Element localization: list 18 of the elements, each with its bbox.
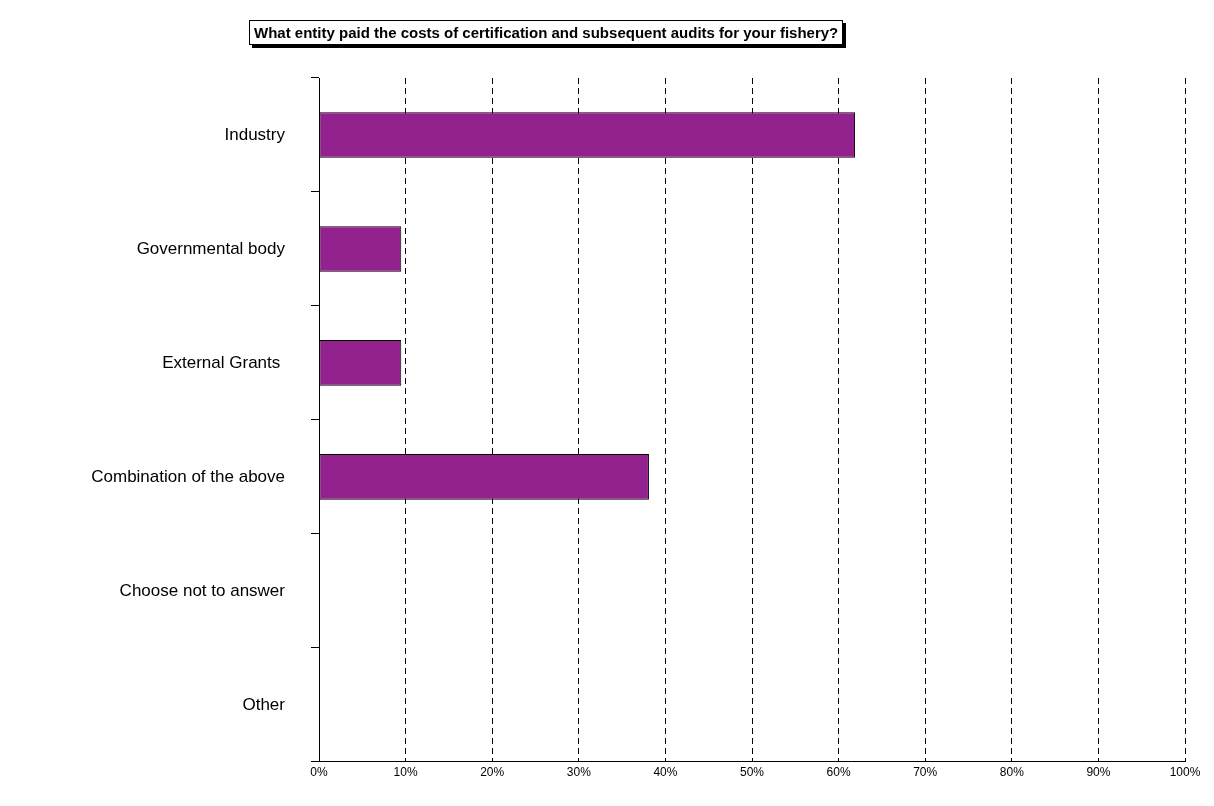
y-tick-label: Industry	[224, 124, 286, 144]
y-tick-label: Combination of the above	[91, 466, 285, 486]
y-tick-label: External Grants	[162, 352, 285, 372]
x-tick-label: 40%	[653, 765, 678, 780]
chart-title: What entity paid the costs of certification and subsequent audits for your fishery?	[249, 20, 844, 45]
x-tick-label: 20%	[480, 765, 505, 780]
y-tick-label: Choose not to answer	[119, 580, 286, 600]
x-tick-label: 70%	[913, 765, 938, 780]
x-tick-label: 10%	[393, 765, 418, 780]
x-tick-label: 0%	[310, 765, 328, 780]
x-tick-label: 90%	[1086, 765, 1111, 780]
y-tick-label: Governmental body	[136, 238, 286, 258]
x-tick-label: 100%	[1169, 765, 1201, 780]
x-tick-label: 30%	[566, 765, 592, 780]
x-tick-label: 80%	[999, 765, 1025, 780]
y-tick-label: Other	[242, 694, 286, 714]
x-tick-label: 50%	[739, 765, 765, 780]
x-tick-label: 60%	[826, 765, 851, 780]
